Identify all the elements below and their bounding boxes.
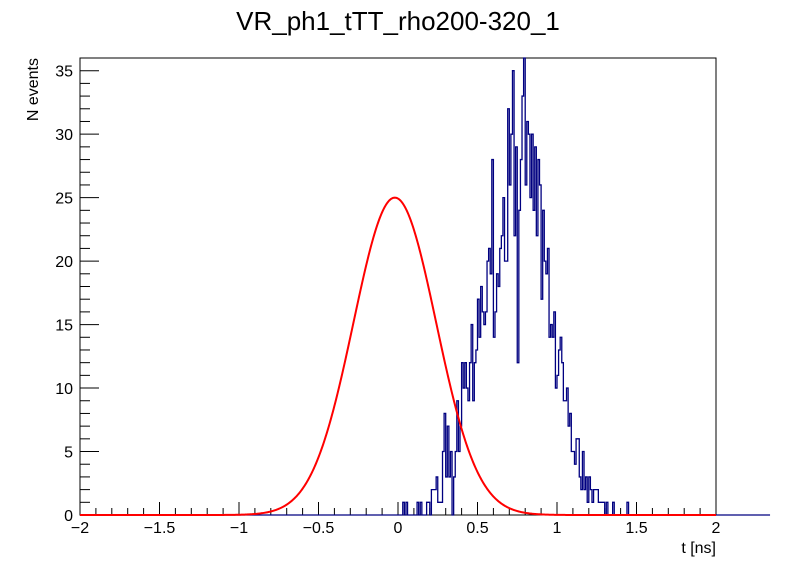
x-tick-label: 1.5 (625, 520, 647, 537)
x-axis-label: t [ns] (681, 540, 716, 557)
x-tick-label: 2 (712, 520, 721, 537)
x-tick-label: −1 (230, 520, 248, 537)
x-tick-label: −2 (71, 520, 89, 537)
x-tick-label: 0 (394, 520, 403, 537)
histogram-series (80, 57, 771, 516)
y-tick-label: 15 (55, 318, 73, 335)
y-axis-label: N events (25, 58, 42, 121)
y-tick-label: 0 (64, 508, 73, 525)
fit-curve-series (80, 196, 716, 516)
fit-curve (80, 196, 716, 516)
plot-frame (79, 57, 717, 516)
x-tick-label: 1 (553, 520, 562, 537)
y-tick-label: 20 (55, 254, 73, 271)
histogram-line (80, 57, 771, 516)
x-tick-label: −0.5 (303, 520, 335, 537)
x-tick-label: −1.5 (144, 520, 176, 537)
y-tick-label: 10 (55, 381, 73, 398)
y-tick-label: 25 (55, 191, 73, 208)
y-tick-label: 5 (64, 445, 73, 462)
y-tick-label: 30 (55, 127, 73, 144)
x-tick-label: 0.5 (466, 520, 488, 537)
y-tick-label: 35 (55, 64, 73, 81)
chart-title: VR_ph1_tTT_rho200-320_1 (236, 6, 560, 36)
